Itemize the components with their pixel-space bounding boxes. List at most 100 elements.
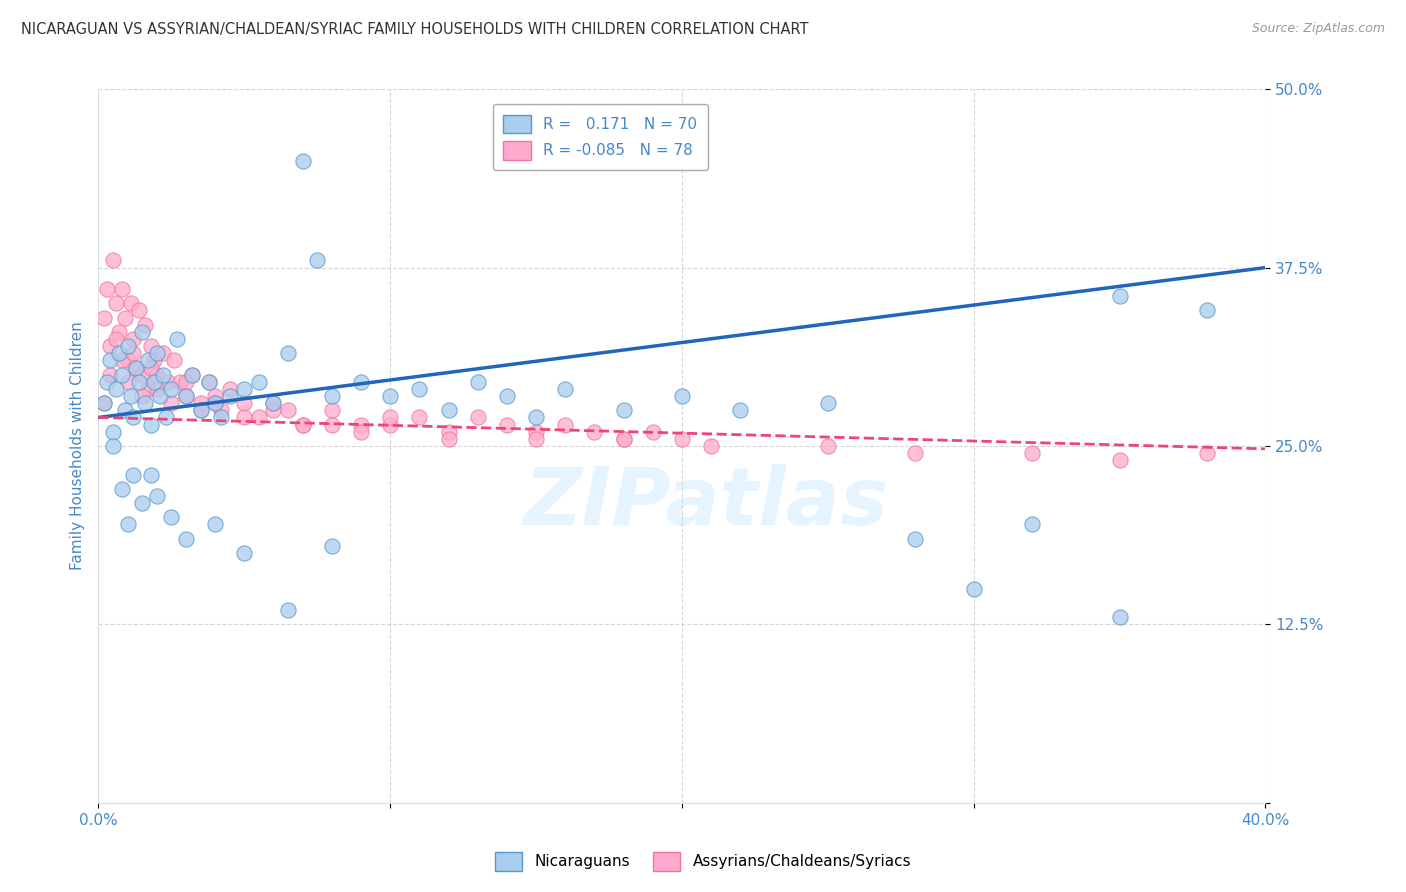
Point	[554, 382, 576, 396]
Point	[524, 425, 547, 439]
Point	[307, 253, 329, 268]
Point	[380, 410, 402, 425]
Point	[98, 339, 121, 353]
Point	[1195, 303, 1218, 318]
Point	[262, 396, 284, 410]
Point	[125, 360, 148, 375]
Point	[174, 389, 197, 403]
Text: Source: ZipAtlas.com: Source: ZipAtlas.com	[1251, 22, 1385, 36]
Point	[96, 375, 118, 389]
Point	[190, 403, 212, 417]
Point	[198, 375, 221, 389]
Point	[1108, 610, 1130, 624]
Point	[262, 403, 284, 417]
Point	[122, 332, 145, 346]
Point	[321, 539, 343, 553]
Point	[174, 389, 197, 403]
Point	[131, 325, 153, 339]
Point	[146, 346, 169, 360]
Point	[1108, 453, 1130, 467]
Y-axis label: Family Households with Children: Family Households with Children	[69, 322, 84, 570]
Point	[131, 496, 153, 510]
Point	[496, 389, 519, 403]
Point	[1021, 446, 1043, 460]
Point	[641, 425, 664, 439]
Point	[350, 425, 373, 439]
Point	[233, 382, 256, 396]
Point	[583, 425, 606, 439]
Point	[496, 417, 519, 432]
Point	[321, 389, 343, 403]
Point	[93, 396, 115, 410]
Point	[134, 318, 156, 332]
Point	[291, 417, 314, 432]
Point	[204, 517, 226, 532]
Point	[139, 417, 162, 432]
Point	[1108, 289, 1130, 303]
Point	[218, 389, 240, 403]
Point	[96, 282, 118, 296]
Point	[117, 353, 139, 368]
Point	[277, 346, 299, 360]
Point	[671, 389, 693, 403]
Point	[233, 396, 256, 410]
Point	[139, 360, 162, 375]
Point	[524, 432, 547, 446]
Point	[190, 396, 212, 410]
Point	[146, 489, 169, 503]
Point	[111, 282, 134, 296]
Point	[122, 346, 145, 360]
Point	[437, 432, 460, 446]
Point	[136, 382, 159, 396]
Point	[817, 439, 839, 453]
Point	[152, 368, 174, 382]
Point	[93, 396, 115, 410]
Point	[101, 253, 124, 268]
Point	[233, 410, 256, 425]
Point	[350, 375, 373, 389]
Point	[160, 396, 183, 410]
Point	[291, 153, 314, 168]
Point	[101, 439, 124, 453]
Point	[114, 403, 136, 417]
Point	[149, 389, 172, 403]
Point	[962, 582, 984, 596]
Point	[146, 368, 169, 382]
Point	[204, 396, 226, 410]
Point	[350, 417, 373, 432]
Point	[131, 368, 153, 382]
Point	[111, 353, 134, 368]
Point	[101, 425, 124, 439]
Point	[612, 432, 634, 446]
Point	[125, 360, 148, 375]
Point	[408, 410, 430, 425]
Point	[122, 467, 145, 482]
Point	[142, 375, 165, 389]
Point	[209, 403, 232, 417]
Point	[174, 375, 197, 389]
Point	[93, 310, 115, 325]
Point	[166, 332, 188, 346]
Point	[98, 353, 121, 368]
Point	[131, 389, 153, 403]
Point	[380, 389, 402, 403]
Point	[108, 325, 131, 339]
Point	[142, 353, 165, 368]
Point	[1195, 446, 1218, 460]
Point	[1021, 517, 1043, 532]
Point	[120, 296, 142, 310]
Point	[277, 403, 299, 417]
Point	[612, 403, 634, 417]
Legend: R =   0.171   N = 70, R = -0.085   N = 78: R = 0.171 N = 70, R = -0.085 N = 78	[492, 104, 707, 170]
Point	[122, 410, 145, 425]
Point	[139, 467, 162, 482]
Point	[380, 417, 402, 432]
Text: ZIPatlas: ZIPatlas	[523, 464, 887, 542]
Point	[700, 439, 723, 453]
Point	[408, 382, 430, 396]
Point	[163, 353, 186, 368]
Point	[98, 368, 121, 382]
Point	[117, 339, 139, 353]
Point	[104, 382, 127, 396]
Point	[117, 375, 139, 389]
